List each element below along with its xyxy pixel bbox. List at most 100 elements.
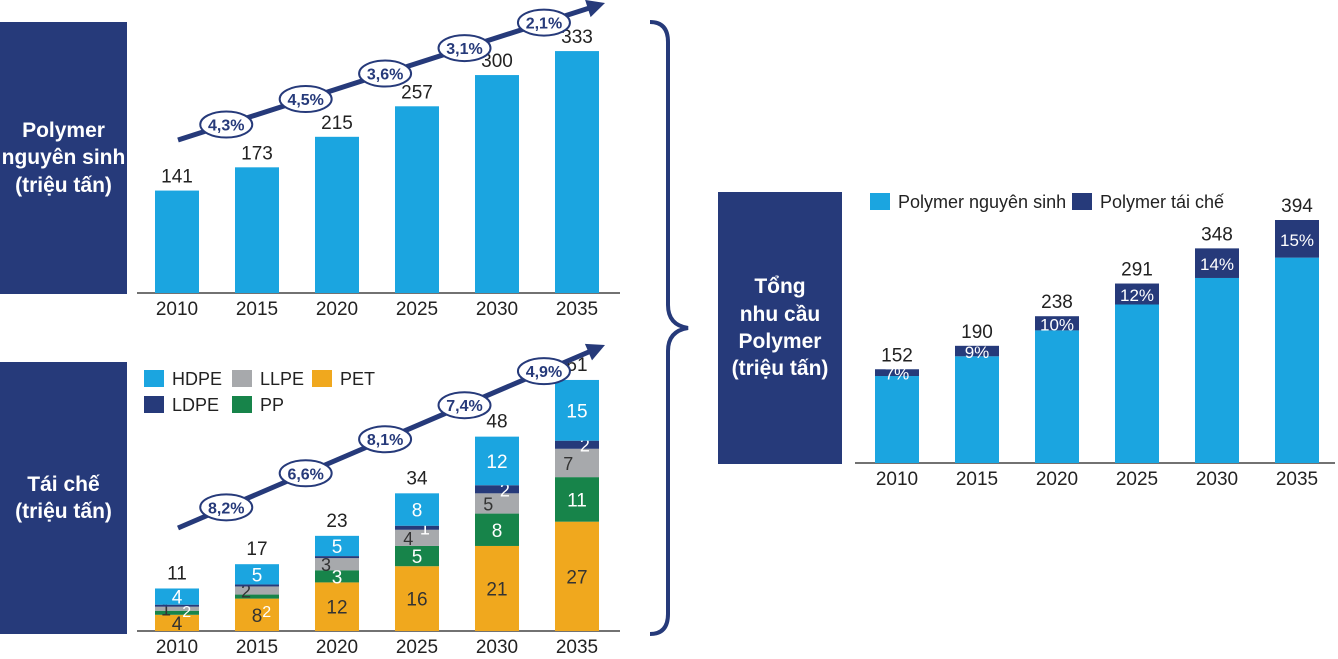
virgin-growth-label: 4,5% xyxy=(287,92,323,109)
total-bar-virgin xyxy=(1115,304,1159,463)
recycled-growth-badge xyxy=(516,357,571,386)
total-x-tick-label: 2015 xyxy=(956,469,998,490)
virgin-value-label: 333 xyxy=(561,27,593,48)
virgin-bar xyxy=(155,190,199,293)
recycled-bar-pet xyxy=(315,582,359,631)
recycled-total-label: 23 xyxy=(326,511,347,532)
total-share-label: 14% xyxy=(1200,255,1234,274)
recycled-seg-label-hdpe: 5 xyxy=(332,537,343,558)
recycled-seg-label-llpe: 5 xyxy=(483,494,493,514)
total-share-label: 12% xyxy=(1120,286,1154,305)
recycled-x-tick-label: 2035 xyxy=(556,637,598,658)
recycled-seg-label-pet: 16 xyxy=(406,590,427,611)
virgin-bar xyxy=(315,136,359,293)
recycled-seg-label-hdpe: 8 xyxy=(412,501,423,522)
total-legend-swatch xyxy=(1072,193,1092,210)
virgin-growth-badge xyxy=(358,59,413,88)
recycled-legend-label: LLPE xyxy=(260,369,304,389)
virgin-growth-badge xyxy=(278,85,333,114)
recycled-extra-label: 2 xyxy=(182,604,191,621)
total-bar-recycled xyxy=(1115,283,1159,305)
total-share-label: 15% xyxy=(1280,231,1314,250)
virgin-title-line-3: (triệu tấn) xyxy=(15,173,112,197)
recycled-growth-label: 6,6% xyxy=(287,466,323,483)
recycled-seg-label-ldpe: 2 xyxy=(580,436,590,456)
recycled-seg-label-pet: 27 xyxy=(566,567,587,588)
virgin-growth-label: 2,1% xyxy=(526,16,562,33)
recycled-legend-swatch xyxy=(144,396,164,413)
recycled-total-label: 17 xyxy=(246,539,267,560)
recycled-bar-hdpe xyxy=(395,493,439,526)
virgin-growth-badge xyxy=(437,34,492,63)
recycled-bar-llpe xyxy=(235,586,279,595)
total-share-label: 9% xyxy=(965,343,990,362)
recycled-legend-swatch xyxy=(312,370,332,387)
recycled-growth-arrow-head xyxy=(584,343,605,361)
total-value-label: 394 xyxy=(1281,196,1313,217)
total-bar-recycled xyxy=(1035,316,1079,331)
total-x-tick-label: 2020 xyxy=(1036,469,1078,490)
recycled-bar-pet xyxy=(155,614,199,631)
grouping-brace xyxy=(649,20,689,636)
total-demand-title-box: Tổng nhu cầu Polymer (triệu tấn) xyxy=(718,192,842,464)
recycled-growth-label: 4,9% xyxy=(526,364,562,381)
virgin-title-line-1: Polymer xyxy=(22,119,105,143)
recycled-bar-llpe xyxy=(475,493,519,514)
total-bar-recycled xyxy=(1275,220,1319,258)
recycled-bar-ldpe xyxy=(155,604,199,607)
recycled-extra-label: 2 xyxy=(262,604,271,621)
recycled-total-label: 11 xyxy=(167,563,187,584)
virgin-value-label: 141 xyxy=(161,167,193,188)
recycled-seg-label-pp: 3 xyxy=(332,567,343,588)
total-bar-recycled xyxy=(955,345,999,357)
virgin-x-tick-label: 2035 xyxy=(556,299,598,320)
virgin-x-tick-label: 2015 xyxy=(236,299,278,320)
recycled-x-tick-label: 2020 xyxy=(316,637,358,658)
total-title-line-2: nhu cầu xyxy=(739,302,821,326)
recycled-bar-pet xyxy=(555,521,599,631)
recycled-bar-llpe xyxy=(555,448,599,478)
recycled-seg-label-hdpe: 15 xyxy=(566,401,587,422)
virgin-bar xyxy=(235,167,279,293)
recycled-seg-label-hdpe: 12 xyxy=(486,452,507,473)
recycled-legend-swatch xyxy=(144,370,164,387)
recycled-bar-pet xyxy=(475,545,519,631)
recycled-seg-label-pp: 8 xyxy=(492,521,503,542)
recycled-bar-llpe xyxy=(395,529,439,546)
recycled-title-line-1: Tái chế xyxy=(27,472,100,496)
total-bar-virgin xyxy=(875,376,919,463)
total-share-label: 10% xyxy=(1040,315,1074,334)
recycled-legend-label: PET xyxy=(340,369,375,389)
virgin-growth-label: 3,1% xyxy=(446,41,482,58)
recycled-x-tick-label: 2025 xyxy=(396,637,438,658)
virgin-value-label: 173 xyxy=(241,143,273,164)
recycled-seg-label-pet: 8 xyxy=(252,606,263,627)
recycled-growth-badge xyxy=(437,391,492,420)
recycled-bar-pp xyxy=(235,594,279,599)
total-value-label: 348 xyxy=(1201,224,1233,245)
recycled-bar-pp xyxy=(315,570,359,583)
total-share-label: 7% xyxy=(885,365,910,384)
virgin-growth-label: 4,3% xyxy=(208,118,244,135)
total-value-label: 152 xyxy=(881,345,913,366)
total-title-line-4: (triệu tấn) xyxy=(731,357,829,381)
total-x-tick-label: 2030 xyxy=(1196,469,1238,490)
virgin-bar xyxy=(475,75,519,293)
recycled-growth-badge xyxy=(278,459,333,488)
recycled-bar-hdpe xyxy=(155,588,199,605)
recycled-bar-ldpe xyxy=(555,440,599,449)
recycled-title-box: Tái chế (triệu tấn) xyxy=(0,362,127,634)
recycled-bar-llpe xyxy=(315,558,359,571)
recycled-seg-label-pet: 12 xyxy=(326,598,347,619)
recycled-seg-label-llpe: 3 xyxy=(321,555,331,575)
total-x-tick-label: 2010 xyxy=(876,469,918,490)
recycled-seg-label-hdpe: 4 xyxy=(172,588,183,609)
virgin-polymer-title-box: Polymer nguyên sinh (triệu tấn) xyxy=(0,22,127,294)
virgin-value-label: 300 xyxy=(481,51,513,72)
recycled-bar-pp xyxy=(395,545,439,567)
total-x-tick-label: 2025 xyxy=(1116,469,1158,490)
recycled-bar-hdpe xyxy=(315,535,359,557)
recycled-seg-label-llpe: 2 xyxy=(241,582,251,602)
recycled-legend-swatch xyxy=(232,370,252,387)
